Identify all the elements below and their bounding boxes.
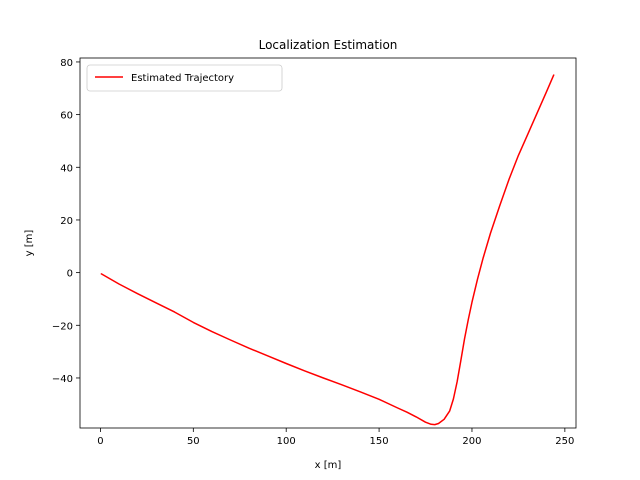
legend-box — [86, 64, 283, 92]
y-axis-label: y [m] — [24, 230, 35, 257]
y-tick-label: 60 — [60, 111, 73, 122]
plot-area: 0 50 100 150 200 250 −40 −20 0 20 40 60 80 — [52, 57, 577, 447]
series-layer — [100, 74, 555, 426]
series-line-0 — [100, 74, 555, 426]
x-tick-label: 150 — [370, 436, 389, 447]
legend: Estimated Trajectory — [86, 64, 283, 92]
legend-label: Estimated Trajectory — [131, 73, 234, 84]
y-tick-label: 40 — [60, 163, 73, 174]
x-tick-label: 100 — [277, 436, 296, 447]
x-axis: 0 50 100 150 200 250 — [97, 428, 574, 447]
y-tick-label: −40 — [52, 374, 73, 385]
y-axis: −40 −20 0 20 40 60 80 — [52, 58, 80, 385]
x-tick-label: 50 — [187, 436, 200, 447]
y-tick-label: 80 — [60, 58, 73, 69]
y-tick-label: 0 — [67, 269, 73, 280]
x-axis-label: x [m] — [315, 460, 342, 471]
x-tick-label: 200 — [462, 436, 481, 447]
plot-frame — [79, 57, 577, 429]
chart-title: Localization Estimation — [259, 38, 398, 52]
x-tick-label: 250 — [555, 436, 574, 447]
x-tick-label: 0 — [97, 436, 103, 447]
y-tick-label: 20 — [60, 216, 73, 227]
y-tick-label: −20 — [52, 321, 73, 332]
